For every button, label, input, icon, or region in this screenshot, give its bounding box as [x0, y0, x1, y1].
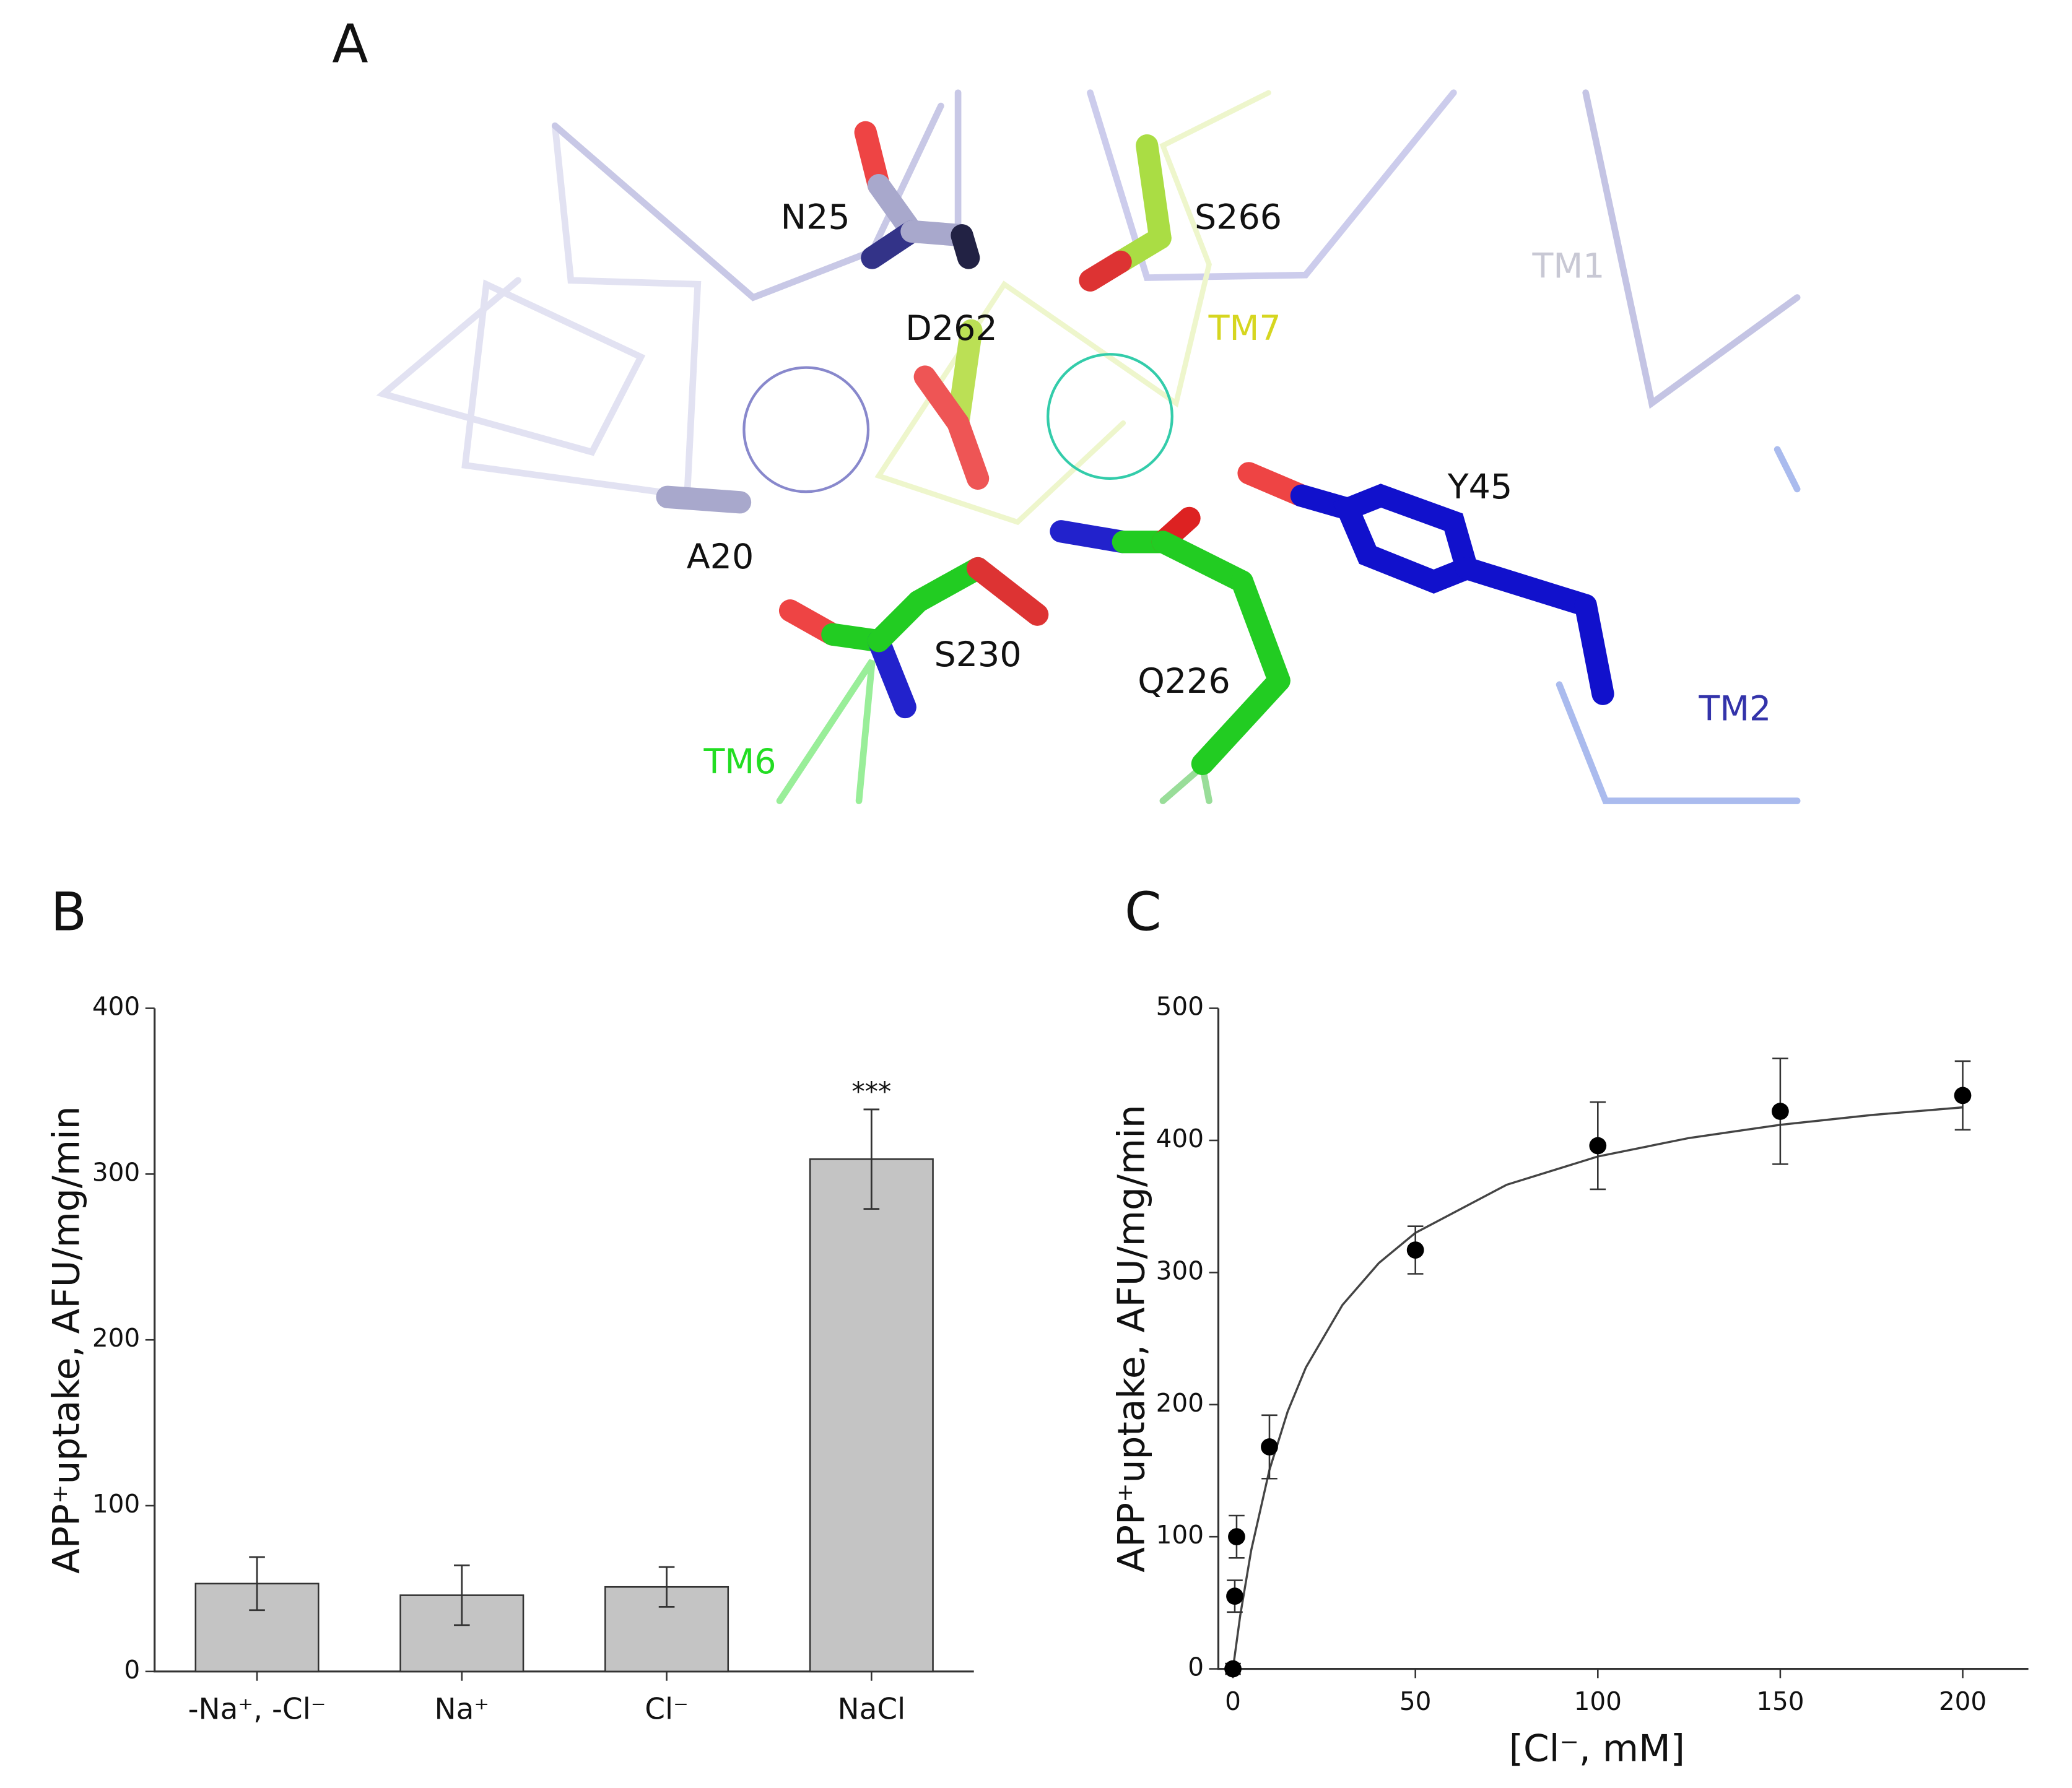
fit-curve	[1232, 1106, 1963, 1669]
axes	[1217, 1008, 2029, 1670]
y-tick-label: 100	[1156, 1520, 1204, 1550]
ion-site	[742, 366, 870, 493]
data-point	[1228, 1528, 1245, 1546]
y-tick-label: 300	[92, 1157, 140, 1187]
backbone	[1582, 89, 1801, 409]
y-axis-label: APP⁺uptake, AFU/mg/min	[46, 1106, 89, 1574]
x-tick-label: 200	[1939, 1686, 1987, 1716]
backbone	[551, 102, 944, 302]
x-tick-label: Cl⁻	[645, 1692, 689, 1726]
residue-label: Y45	[1447, 467, 1512, 507]
y-tick-label: 400	[92, 992, 140, 1022]
data-point	[1406, 1241, 1424, 1259]
backbone	[1087, 89, 1457, 281]
residue-label: N25	[781, 198, 850, 238]
y-tick-label: 300	[1156, 1256, 1204, 1285]
y-tick-label: 200	[92, 1323, 140, 1353]
error-bar	[249, 1556, 265, 1612]
y-tick-label: 200	[1156, 1388, 1204, 1418]
x-axis-label: [Cl⁻, mM]	[1509, 1727, 1685, 1770]
x-tick-label: Na⁺	[434, 1692, 489, 1726]
backbone	[1774, 446, 1801, 493]
data-point	[1261, 1438, 1278, 1456]
y-tick-label: 400	[1156, 1124, 1204, 1153]
panel-label: A	[332, 14, 368, 76]
y-tick-label: 500	[1156, 992, 1204, 1022]
panel-label: B	[51, 882, 87, 944]
x-tick-label: -Na⁺, -Cl⁻	[188, 1692, 326, 1726]
data-point	[1589, 1137, 1607, 1155]
x-tick-label: 50	[1399, 1686, 1432, 1716]
backbone	[776, 659, 876, 804]
significance: ***	[851, 1077, 891, 1108]
residue-label: TM1	[1531, 247, 1604, 287]
error-bar	[454, 1564, 470, 1626]
ion-site	[1047, 353, 1173, 480]
backbone	[376, 122, 702, 500]
x-tick-label: NaCl	[837, 1692, 905, 1726]
data-point	[1772, 1103, 1789, 1120]
side-chain	[656, 121, 1614, 775]
bar	[809, 1158, 934, 1673]
error-bar	[863, 1108, 880, 1210]
residue-label: S266	[1195, 198, 1282, 238]
y-tick-label: 0	[1188, 1652, 1204, 1682]
structure-panel: A	[332, 14, 1801, 804]
residue-label: TM7	[1208, 309, 1281, 349]
residue-label: A20	[687, 537, 754, 577]
data-point	[1224, 1660, 1242, 1678]
x-tick-label: 150	[1756, 1686, 1804, 1716]
x-tick-label: 100	[1574, 1686, 1622, 1716]
residue-label: TM2	[1698, 690, 1771, 729]
y-tick-label: 100	[92, 1489, 140, 1519]
structure-labels: N25 S266 TM1 D262 TM7 Y45 A20 S230 Q226 TM6 TM2	[687, 198, 1772, 782]
backbone	[874, 90, 1271, 526]
x-tick-label: 0	[1225, 1686, 1241, 1716]
error-bar	[658, 1566, 675, 1608]
residue-label: TM6	[703, 742, 776, 782]
backbone	[1556, 681, 1801, 804]
residue-label: S230	[934, 635, 1022, 675]
panel-label: C	[1125, 882, 1162, 944]
y-axis-label: APP⁺uptake, AFU/mg/min	[1111, 1104, 1154, 1573]
y-tick-label: 0	[124, 1655, 140, 1685]
data-point	[1226, 1587, 1243, 1605]
data-point	[1954, 1087, 1972, 1104]
residue-label: D262	[905, 309, 998, 349]
residue-label: Q226	[1138, 662, 1230, 701]
